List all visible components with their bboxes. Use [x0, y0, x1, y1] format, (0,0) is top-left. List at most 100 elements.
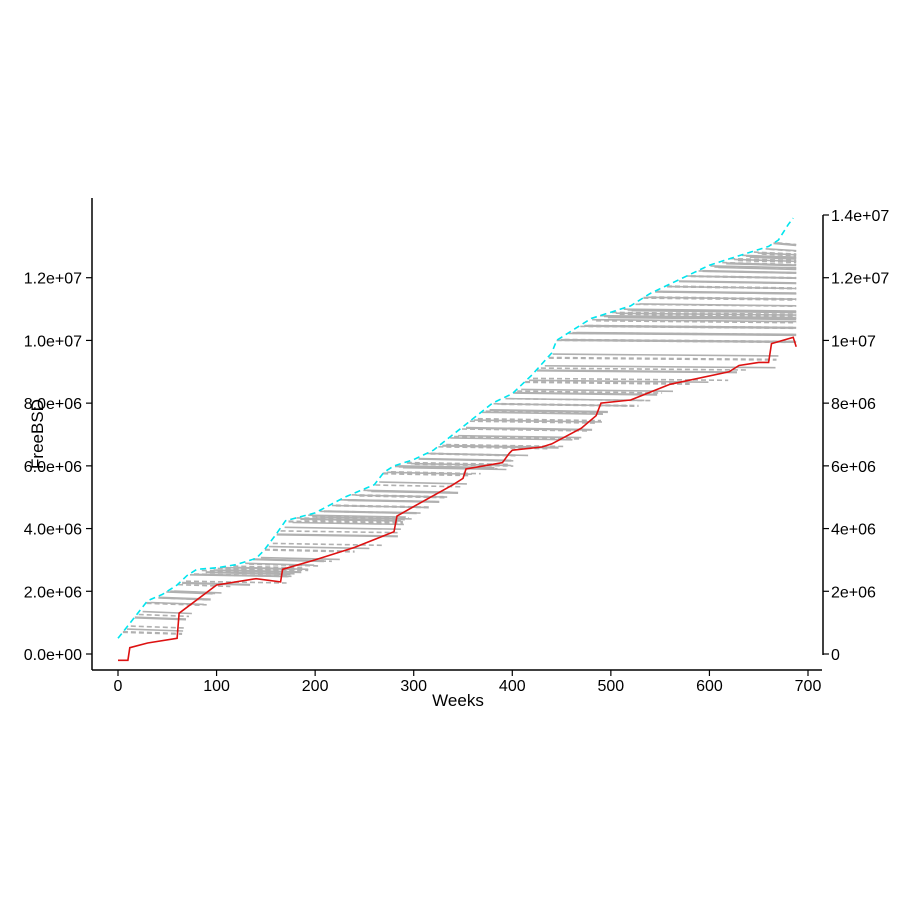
cohort-line — [249, 563, 320, 567]
x-ticks: 0 100 200 300 400 500 600 700 — [114, 670, 822, 695]
cohort-line — [525, 380, 690, 385]
cohort-line — [126, 628, 184, 632]
cohort-line — [674, 286, 797, 290]
cohort-line — [138, 613, 190, 618]
cohort-line — [284, 526, 401, 530]
cohort-line — [142, 610, 192, 615]
cohort-line — [769, 248, 797, 252]
cohort-line — [552, 353, 779, 357]
cohort-line — [178, 583, 231, 588]
cohort-line — [174, 590, 222, 594]
cohort-line — [473, 419, 603, 423]
x-tick-label: 600 — [696, 678, 723, 695]
cohort-line — [260, 556, 340, 561]
right-y-tick-label: 1e+07 — [831, 333, 876, 350]
left-y-tick-label: 8.0e+06 — [24, 396, 82, 413]
cohort-line — [154, 602, 207, 606]
x-axis-title: Weeks — [432, 691, 484, 710]
cohort-line — [737, 259, 797, 264]
cohort-line — [272, 542, 384, 547]
cohort-line — [540, 367, 747, 371]
cohort-line — [130, 625, 186, 629]
right-y-tick-label: 4e+06 — [831, 522, 876, 539]
right-y-tick-label: 1.4e+07 — [831, 208, 889, 225]
cohort-line — [749, 255, 797, 260]
y-axis-title: FreeBSD — [28, 399, 47, 469]
cohort-line — [229, 569, 302, 574]
cohort-line — [197, 573, 292, 578]
cohort-line — [564, 338, 797, 343]
cohort-line — [615, 312, 797, 316]
x-tick-label: 0 — [114, 678, 123, 695]
cohort-line — [694, 275, 797, 279]
x-tick-label: 100 — [203, 678, 230, 695]
cohort-line — [639, 303, 797, 307]
cohort-line — [414, 463, 514, 467]
cohort-line — [469, 420, 598, 424]
cohort-line — [122, 630, 183, 635]
cohort-line — [304, 519, 403, 523]
left-y-tick-label: 1.2e+07 — [24, 271, 82, 288]
left-y-tick-label: 2.0e+06 — [24, 584, 82, 601]
cohort-line — [481, 411, 604, 415]
x-tick-label: 500 — [598, 678, 625, 695]
cohort-line — [402, 466, 507, 471]
right-y-tick-label: 1.2e+07 — [831, 271, 889, 288]
cohort-line — [233, 565, 305, 569]
cohort-line — [477, 417, 602, 422]
release-series-line — [118, 336, 797, 662]
cohort-line — [454, 435, 580, 440]
cohort-line — [651, 296, 797, 300]
cohort-line — [631, 309, 797, 314]
cohort-line — [588, 324, 797, 329]
cohort-line — [182, 581, 251, 586]
cohort-line — [390, 471, 481, 475]
right-y-tick-label: 0 — [831, 647, 840, 664]
cohort-line — [450, 437, 573, 441]
cohort-line — [256, 558, 332, 563]
cohort-line — [379, 481, 467, 485]
left-y-tick-label: 0.0e+00 — [24, 647, 82, 664]
cumulative-series-line — [117, 217, 794, 639]
right-y-tick-label: 6e+06 — [831, 459, 876, 476]
cohort-line — [288, 520, 403, 525]
cohort-line — [371, 490, 459, 494]
cohort-line — [217, 570, 298, 575]
right-y-tick-label: 2e+06 — [831, 584, 876, 601]
right-y-tick-label: 8e+06 — [831, 396, 876, 413]
cohort-line — [521, 388, 674, 393]
right-y-ticks: 0 2e+06 4e+06 6e+06 8e+06 1e+07 1.2e+07 1.4e+07 — [823, 208, 889, 664]
cohort-line — [241, 567, 309, 572]
cohort-line — [237, 566, 309, 571]
left-y-tick-label: 6.0e+06 — [24, 459, 82, 476]
cohort-line — [544, 365, 776, 369]
cohort-line — [465, 426, 593, 431]
cohort-line — [501, 402, 639, 407]
cohort-line — [280, 530, 399, 534]
cohort-line — [434, 452, 529, 457]
cohort-line — [678, 280, 797, 285]
cohort-line — [264, 548, 355, 553]
cohort-line — [245, 562, 315, 566]
cohort-line — [513, 391, 658, 396]
cohort-line — [596, 319, 797, 324]
cohort-line — [276, 533, 398, 538]
x-tick-label: 300 — [400, 678, 427, 695]
x-tick-label: 700 — [795, 678, 822, 695]
cohort-line — [489, 409, 608, 414]
left-y-ticks: 0.0e+00 2.0e+06 4.0e+06 6.0e+06 8.0e+06 1.0e+… — [24, 271, 92, 664]
cohort-line — [422, 458, 514, 462]
x-tick-label: 400 — [499, 678, 526, 695]
cohort-line — [682, 280, 797, 285]
cohort-line — [532, 377, 729, 382]
cohort-lines — [122, 242, 797, 635]
cohort-line — [576, 331, 797, 336]
cohort-line — [383, 472, 470, 477]
cohort-line — [773, 242, 797, 247]
series-lines — [117, 217, 797, 662]
cohort-line — [726, 262, 797, 267]
cohort-line — [548, 356, 777, 361]
cohort-line — [706, 270, 797, 274]
cohort-line — [461, 428, 588, 432]
